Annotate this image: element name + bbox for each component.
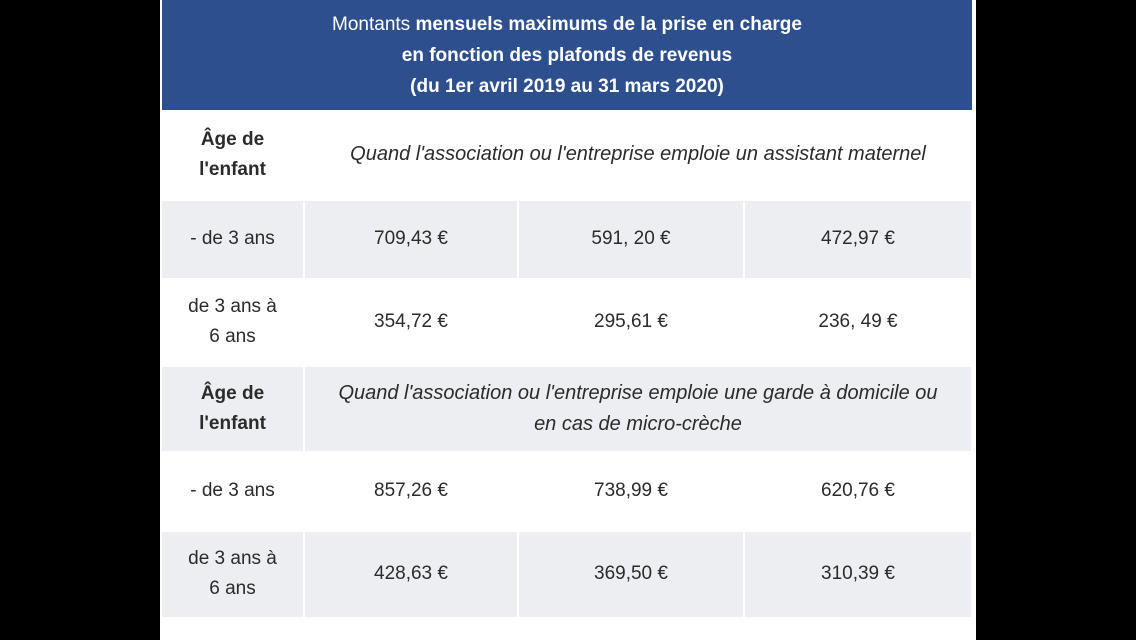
table-row: de 3 ans à 6 ans 428,63 € 369,50 € 310,3… [162,530,974,620]
amount-cell: 857,26 € [304,452,519,532]
age-header-line: Âge de [200,128,265,150]
age-header-line: l'enfant [199,412,266,434]
table-row: - de 3 ans 857,26 € 738,99 € 620,76 € [162,452,974,532]
amount-cell: 295,61 € [518,279,745,367]
amount-cell: 738,99 € [518,452,745,532]
age-cell: de 3 ans à 6 ans [162,530,305,620]
amount-cell: 709,43 € [304,199,519,281]
age-line: - de 3 ans [190,228,275,249]
table-row: de 3 ans à 6 ans 354,72 € 295,61 € 236, … [162,279,974,367]
document-sheet: Montants mensuels maximums de la prise e… [160,0,976,640]
age-line: 6 ans [209,326,256,347]
amount-cell: 369,50 € [518,530,745,620]
amount-cell: 591, 20 € [518,199,745,281]
title-line-3: (du 1er avril 2019 au 31 mars 2020) [410,75,724,97]
age-cell: - de 3 ans [162,199,305,281]
amount-cell: 428,63 € [304,530,519,620]
section-header-row: Âge de l'enfant Quand l'association ou l… [162,365,974,454]
title-line-2: en fonction des plafonds de revenus [401,44,733,66]
age-line: de 3 ans à [188,296,277,317]
amount-cell: 236, 49 € [744,279,974,367]
title-line-1: Montants mensuels maximums de la prise e… [332,9,802,40]
section-description: Quand l'association ou l'entreprise empl… [304,365,974,454]
age-line: de 3 ans à [188,548,277,569]
amount-cell: 472,97 € [744,199,974,281]
table-title-banner: Montants mensuels maximums de la prise e… [162,0,972,110]
amount-cell: 620,76 € [744,452,974,532]
age-line: - de 3 ans [190,480,275,501]
age-column-header: Âge de l'enfant [162,112,305,201]
age-column-header: Âge de l'enfant [162,365,305,454]
section-header-row: Âge de l'enfant Quand l'association ou l… [162,112,974,201]
amount-cell: 310,39 € [744,530,974,620]
age-header-line: l'enfant [199,158,266,180]
allowance-table: Âge de l'enfant Quand l'association ou l… [162,112,974,620]
section-description: Quand l'association ou l'entreprise empl… [304,112,974,201]
title-line-1-prefix: Montants [332,13,416,35]
age-cell: - de 3 ans [162,452,305,532]
age-header-line: Âge de [200,382,265,404]
amount-cell: 354,72 € [304,279,519,367]
table-row: - de 3 ans 709,43 € 591, 20 € 472,97 € [162,199,974,281]
age-cell: de 3 ans à 6 ans [162,279,305,367]
age-line: 6 ans [209,578,256,599]
title-line-1-bold: mensuels maximums de la prise en charge [415,13,802,35]
